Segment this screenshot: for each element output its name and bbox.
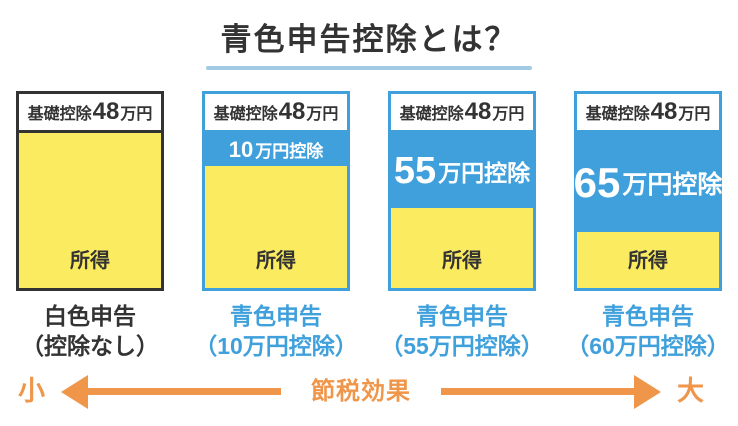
deduction-amount: 10 xyxy=(228,136,254,162)
title-underline xyxy=(206,66,532,70)
page-title: 青色申告控除とは？ xyxy=(220,22,518,57)
base-deduction-header: 基礎控除 48 万円 xyxy=(391,94,533,133)
deduction-suffix: 万円控除 xyxy=(622,170,723,199)
base-deduction-suffix: 万円 xyxy=(120,106,153,123)
income-section: 所得 xyxy=(577,232,719,288)
income-label: 所得 xyxy=(256,250,296,272)
deduction-suffix: 万円控除 xyxy=(255,142,324,161)
white-return-bar: 基礎控除 48 万円 所得 xyxy=(16,91,164,291)
blue-return-65-bar: 基礎控除 48 万円 65 万円控除 所得 xyxy=(574,91,722,291)
caption-line1: 青色申告 xyxy=(230,303,322,329)
column-blue-return-10: 基礎控除 48 万円 10 万円控除 所得 青色申告 （10万円控除） xyxy=(194,91,358,362)
base-deduction-header: 基礎控除 48 万円 xyxy=(19,94,161,133)
arrowhead-left xyxy=(61,374,88,409)
column-caption: 青色申告 （55万円控除） xyxy=(380,302,544,362)
base-deduction-amount: 48 xyxy=(278,98,306,125)
base-deduction-amount: 48 xyxy=(92,98,120,125)
base-deduction-amount: 48 xyxy=(650,98,678,125)
blue-return-10-bar: 基礎控除 48 万円 10 万円控除 所得 xyxy=(202,91,350,291)
deduction-band: 10 万円控除 xyxy=(205,133,347,166)
caption-line2: （控除なし） xyxy=(21,332,159,359)
scale-large-label: 大 xyxy=(677,376,704,407)
base-deduction-prefix: 基礎控除 xyxy=(585,106,650,123)
caption-line1: 青色申告 xyxy=(602,303,694,329)
column-white-return: 基礎控除 48 万円 所得 白色申告 （控除なし） xyxy=(16,91,164,362)
caption-line2: （55万円控除） xyxy=(380,332,544,359)
base-deduction-suffix: 万円 xyxy=(678,106,711,123)
base-deduction-prefix: 基礎控除 xyxy=(27,106,92,123)
base-deduction-header: 基礎控除 48 万円 xyxy=(577,94,719,133)
base-deduction-suffix: 万円 xyxy=(492,106,525,123)
blue-return-55-bar: 基礎控除 48 万円 55 万円控除 所得 xyxy=(388,91,536,291)
deduction-amount: 55 xyxy=(393,149,437,192)
tax-saving-scale: 小 節税効果 大 xyxy=(0,374,738,409)
column-blue-return-55: 基礎控除 48 万円 55 万円控除 所得 青色申告 （55万円控除） xyxy=(380,91,544,362)
caption-line2: （60万円控除） xyxy=(566,332,730,359)
scale-small-label: 小 xyxy=(18,376,45,407)
arrow-shaft xyxy=(441,388,634,396)
income-section: 所得 xyxy=(391,208,533,288)
title-block: 青色申告控除とは？ xyxy=(0,0,738,70)
arrow-left-icon xyxy=(61,374,281,409)
scale-center-label: 節税効果 xyxy=(311,377,411,405)
income-label: 所得 xyxy=(442,250,482,272)
column-caption: 青色申告 （10万円控除） xyxy=(194,302,358,362)
deduction-band: 55 万円控除 xyxy=(391,133,533,208)
base-deduction-prefix: 基礎控除 xyxy=(399,106,464,123)
base-deduction-amount: 48 xyxy=(464,98,492,125)
deduction-suffix: 万円控除 xyxy=(438,159,531,186)
column-caption: 青色申告 （60万円控除） xyxy=(566,302,730,362)
column-blue-return-65: 基礎控除 48 万円 65 万円控除 所得 青色申告 （60万円控除） xyxy=(566,91,730,362)
deduction-amount: 65 xyxy=(573,158,621,206)
caption-line2: （10万円控除） xyxy=(194,332,358,359)
arrowhead-right xyxy=(634,374,661,409)
arrow-right-icon xyxy=(441,374,661,409)
income-section: 所得 xyxy=(19,133,161,288)
income-section: 所得 xyxy=(205,166,347,288)
base-deduction-suffix: 万円 xyxy=(306,106,339,123)
income-label: 所得 xyxy=(628,250,668,272)
caption-line1: 青色申告 xyxy=(416,303,508,329)
income-label: 所得 xyxy=(70,250,110,272)
base-deduction-prefix: 基礎控除 xyxy=(213,106,278,123)
arrow-shaft xyxy=(88,388,281,396)
deduction-band: 65 万円控除 xyxy=(573,133,723,232)
comparison-columns: 基礎控除 48 万円 所得 白色申告 （控除なし） 基礎控除 48 万円 xyxy=(0,91,738,362)
column-caption: 白色申告 （控除なし） xyxy=(21,302,159,362)
caption-line1: 白色申告 xyxy=(44,303,136,329)
base-deduction-header: 基礎控除 48 万円 xyxy=(205,94,347,133)
